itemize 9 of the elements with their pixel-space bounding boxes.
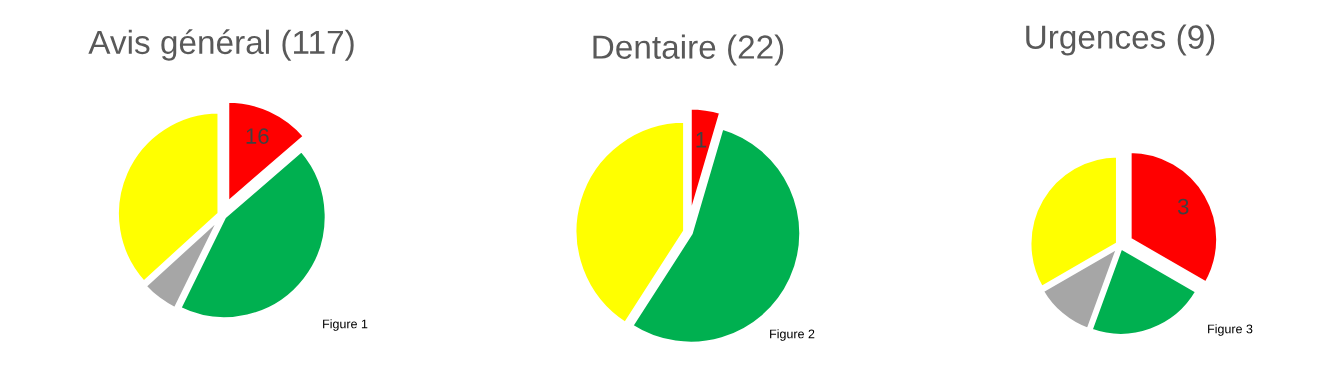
caption: Figure 2 — [770, 329, 815, 341]
chart-title: Avis général (117) — [88, 29, 354, 61]
chart-title: Urgences (9) — [1026, 24, 1215, 56]
data-label: 3 — [1177, 198, 1189, 215]
data-label: 1 — [696, 132, 707, 148]
data-label: 16 — [246, 128, 269, 144]
caption: Figure 1 — [323, 319, 368, 331]
chart-title: Dentaire (22) — [593, 34, 784, 66]
caption: Figure 3 — [1208, 324, 1253, 336]
